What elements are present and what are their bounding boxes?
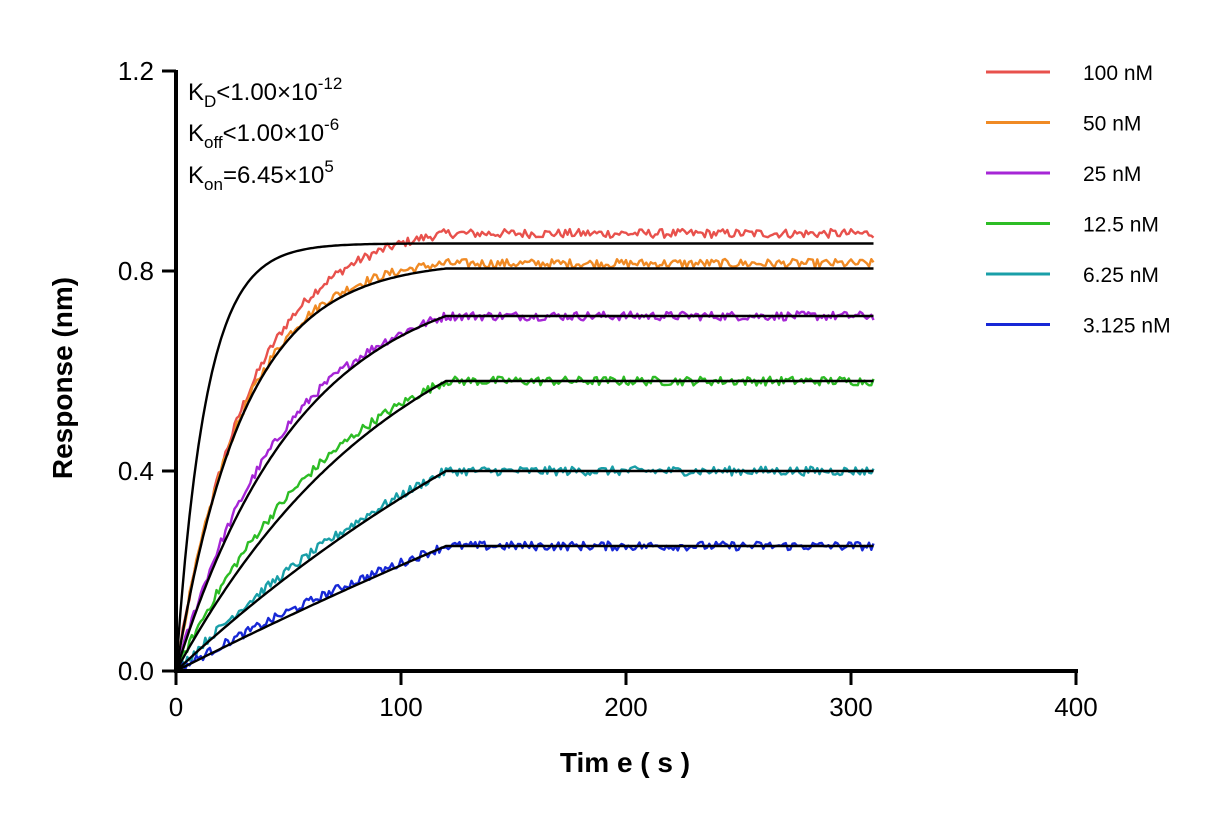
fit-curve-5	[175, 544, 874, 673]
legend-label: 100 nM	[1083, 62, 1153, 85]
x-tick-label: 0	[169, 692, 183, 722]
y-tick-label: 0.0	[118, 656, 154, 686]
y-axis-title: Response (nm)	[47, 277, 78, 479]
series-trace-0	[174, 227, 875, 672]
y-tick-label: 0.8	[118, 256, 154, 286]
fit-curve-2	[174, 314, 874, 672]
legend-label: 6.25 nM	[1083, 264, 1159, 287]
y-tick-label: 1.2	[118, 56, 154, 86]
fit-curve-4	[175, 469, 874, 672]
series-trace-4	[175, 465, 875, 672]
x-tick-label: 200	[604, 692, 647, 722]
x-tick-label: 400	[1054, 692, 1097, 722]
legend-label: 3.125 nM	[1083, 315, 1171, 338]
legend-label: 12.5 nM	[1083, 214, 1159, 237]
x-tick-label: 300	[829, 692, 872, 722]
kon-annotation: Kon=6.45×105	[188, 157, 334, 194]
curves-layer	[174, 227, 875, 673]
ticks-layer: 0 100 200 300 400 0.0 0.4 0.8 1.2	[118, 56, 1098, 722]
fit-curve-0	[174, 242, 874, 672]
axes-layer	[174, 70, 1078, 673]
series-trace-5	[175, 540, 875, 673]
legend: 100 nM 50 nM 25 nM 12.5 nM 6.25 nM 3.125 nM	[986, 62, 1171, 338]
x-axis-title: Tim e ( s )	[560, 747, 690, 778]
fit-curve-1	[174, 267, 874, 672]
koff-annotation: Koff<1.00×10-6	[188, 115, 339, 152]
legend-label: 50 nM	[1083, 113, 1141, 136]
x-tick-label: 100	[379, 692, 422, 722]
series-trace-3	[174, 375, 875, 672]
kd-annotation: KD<1.00×10-12	[188, 74, 342, 111]
kinetic-constants: KD<1.00×10-12 Koff<1.00×10-6 Kon=6.45×10…	[188, 74, 342, 194]
y-tick-label: 0.4	[118, 456, 154, 486]
series-trace-1	[174, 257, 875, 672]
legend-label: 25 nM	[1083, 163, 1141, 186]
fit-curve-3	[174, 379, 874, 672]
